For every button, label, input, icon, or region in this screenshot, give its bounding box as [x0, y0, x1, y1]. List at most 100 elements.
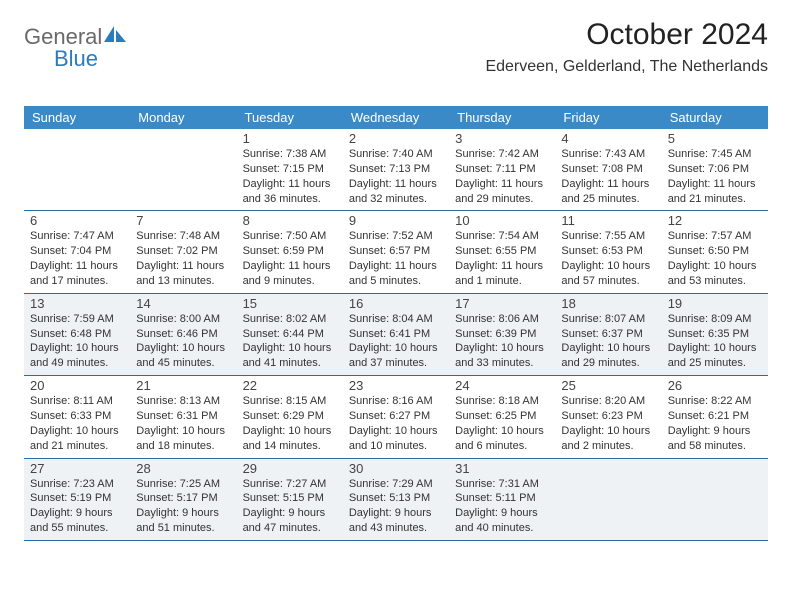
day-info-line: and 36 minutes. — [243, 192, 337, 207]
week-row: 6Sunrise: 7:47 AMSunset: 7:04 PMDaylight… — [24, 211, 768, 293]
day-info-line: Sunrise: 7:23 AM — [30, 477, 124, 492]
day-info-line: Sunset: 5:13 PM — [349, 491, 443, 506]
day-info-line: Sunset: 6:31 PM — [136, 409, 230, 424]
day-cell: 6Sunrise: 7:47 AMSunset: 7:04 PMDaylight… — [24, 211, 130, 292]
day-info-line: Daylight: 10 hours — [349, 424, 443, 439]
week-row: 1Sunrise: 7:38 AMSunset: 7:15 PMDaylight… — [24, 129, 768, 211]
day-number: 20 — [30, 378, 124, 393]
day-number: 11 — [561, 213, 655, 228]
day-info-line: Sunset: 5:17 PM — [136, 491, 230, 506]
week-row: 27Sunrise: 7:23 AMSunset: 5:19 PMDayligh… — [24, 459, 768, 541]
day-info-line: and 49 minutes. — [30, 356, 124, 371]
day-info-line: Sunrise: 8:00 AM — [136, 312, 230, 327]
day-info-line: Sunset: 7:15 PM — [243, 162, 337, 177]
day-cell: 30Sunrise: 7:29 AMSunset: 5:13 PMDayligh… — [343, 459, 449, 540]
day-info-line: and 40 minutes. — [455, 521, 549, 536]
day-cell: 16Sunrise: 8:04 AMSunset: 6:41 PMDayligh… — [343, 294, 449, 375]
day-cell: 10Sunrise: 7:54 AMSunset: 6:55 PMDayligh… — [449, 211, 555, 292]
day-number: 7 — [136, 213, 230, 228]
day-number: 9 — [349, 213, 443, 228]
day-info-line: Daylight: 11 hours — [243, 259, 337, 274]
day-info-line: Daylight: 11 hours — [455, 177, 549, 192]
day-info-line: Daylight: 9 hours — [455, 506, 549, 521]
day-info-line: Sunrise: 7:40 AM — [349, 147, 443, 162]
day-info-line: and 29 minutes. — [455, 192, 549, 207]
day-info-line: Daylight: 10 hours — [455, 424, 549, 439]
location-subtitle: Ederveen, Gelderland, The Netherlands — [485, 58, 768, 76]
day-number: 12 — [668, 213, 762, 228]
day-cell: 7Sunrise: 7:48 AMSunset: 7:02 PMDaylight… — [130, 211, 236, 292]
day-info-line: Sunrise: 8:15 AM — [243, 394, 337, 409]
day-info-line: Sunset: 6:53 PM — [561, 244, 655, 259]
day-info-line: Daylight: 10 hours — [455, 341, 549, 356]
day-info-line: and 32 minutes. — [349, 192, 443, 207]
day-info-line: and 21 minutes. — [30, 439, 124, 454]
day-number: 13 — [30, 296, 124, 311]
weekday-label: Sunday — [24, 106, 130, 129]
day-info-line: Sunset: 6:48 PM — [30, 327, 124, 342]
day-info-line: Daylight: 10 hours — [30, 424, 124, 439]
day-info-line: Sunrise: 8:20 AM — [561, 394, 655, 409]
empty-cell — [555, 459, 661, 540]
day-info-line: Sunrise: 7:42 AM — [455, 147, 549, 162]
day-info-line: Sunrise: 7:45 AM — [668, 147, 762, 162]
day-info-line: Sunset: 7:13 PM — [349, 162, 443, 177]
weekday-label: Monday — [130, 106, 236, 129]
day-number: 18 — [561, 296, 655, 311]
week-row: 13Sunrise: 7:59 AMSunset: 6:48 PMDayligh… — [24, 294, 768, 376]
day-info-line: and 21 minutes. — [668, 192, 762, 207]
day-cell: 14Sunrise: 8:00 AMSunset: 6:46 PMDayligh… — [130, 294, 236, 375]
day-info-line: Sunrise: 8:06 AM — [455, 312, 549, 327]
day-info-line: and 33 minutes. — [455, 356, 549, 371]
day-info-line: Daylight: 10 hours — [243, 341, 337, 356]
day-info-line: Sunset: 7:02 PM — [136, 244, 230, 259]
day-info-line: Sunrise: 8:09 AM — [668, 312, 762, 327]
day-info-line: Daylight: 11 hours — [349, 177, 443, 192]
month-title: October 2024 — [485, 18, 768, 52]
day-cell: 22Sunrise: 8:15 AMSunset: 6:29 PMDayligh… — [237, 376, 343, 457]
day-cell: 28Sunrise: 7:25 AMSunset: 5:17 PMDayligh… — [130, 459, 236, 540]
day-info-line: Daylight: 10 hours — [668, 259, 762, 274]
day-info-line: and 47 minutes. — [243, 521, 337, 536]
day-cell: 13Sunrise: 7:59 AMSunset: 6:48 PMDayligh… — [24, 294, 130, 375]
day-info-line: Daylight: 10 hours — [561, 424, 655, 439]
day-cell: 8Sunrise: 7:50 AMSunset: 6:59 PMDaylight… — [237, 211, 343, 292]
day-info-line: and 10 minutes. — [349, 439, 443, 454]
weekday-label: Tuesday — [237, 106, 343, 129]
day-number: 19 — [668, 296, 762, 311]
day-info-line: Sunset: 6:25 PM — [455, 409, 549, 424]
day-info-line: Sunset: 6:50 PM — [668, 244, 762, 259]
day-info-line: Sunrise: 7:31 AM — [455, 477, 549, 492]
day-number: 8 — [243, 213, 337, 228]
day-cell: 4Sunrise: 7:43 AMSunset: 7:08 PMDaylight… — [555, 129, 661, 210]
weekday-label: Wednesday — [343, 106, 449, 129]
brand-logo: General Blue — [24, 24, 126, 50]
day-info-line: Daylight: 10 hours — [136, 424, 230, 439]
day-info-line: Sunrise: 7:38 AM — [243, 147, 337, 162]
day-info-line: Sunrise: 8:16 AM — [349, 394, 443, 409]
day-info-line: Sunset: 6:41 PM — [349, 327, 443, 342]
day-cell: 15Sunrise: 8:02 AMSunset: 6:44 PMDayligh… — [237, 294, 343, 375]
day-info-line: and 25 minutes. — [561, 192, 655, 207]
day-info-line: Sunrise: 7:27 AM — [243, 477, 337, 492]
calendar-grid: SundayMondayTuesdayWednesdayThursdayFrid… — [24, 106, 768, 541]
day-info-line: and 55 minutes. — [30, 521, 124, 536]
day-cell: 5Sunrise: 7:45 AMSunset: 7:06 PMDaylight… — [662, 129, 768, 210]
day-info-line: Daylight: 11 hours — [668, 177, 762, 192]
day-info-line: Daylight: 10 hours — [561, 341, 655, 356]
day-info-line: Daylight: 9 hours — [243, 506, 337, 521]
weekday-label: Friday — [555, 106, 661, 129]
day-cell: 26Sunrise: 8:22 AMSunset: 6:21 PMDayligh… — [662, 376, 768, 457]
day-info-line: and 57 minutes. — [561, 274, 655, 289]
day-info-line: and 1 minute. — [455, 274, 549, 289]
day-info-line: and 18 minutes. — [136, 439, 230, 454]
day-info-line: Daylight: 10 hours — [561, 259, 655, 274]
week-row: 20Sunrise: 8:11 AMSunset: 6:33 PMDayligh… — [24, 376, 768, 458]
day-number: 14 — [136, 296, 230, 311]
day-cell: 27Sunrise: 7:23 AMSunset: 5:19 PMDayligh… — [24, 459, 130, 540]
day-number: 5 — [668, 131, 762, 146]
day-info-line: and 17 minutes. — [30, 274, 124, 289]
weekday-header-row: SundayMondayTuesdayWednesdayThursdayFrid… — [24, 106, 768, 129]
day-cell: 11Sunrise: 7:55 AMSunset: 6:53 PMDayligh… — [555, 211, 661, 292]
day-number: 6 — [30, 213, 124, 228]
